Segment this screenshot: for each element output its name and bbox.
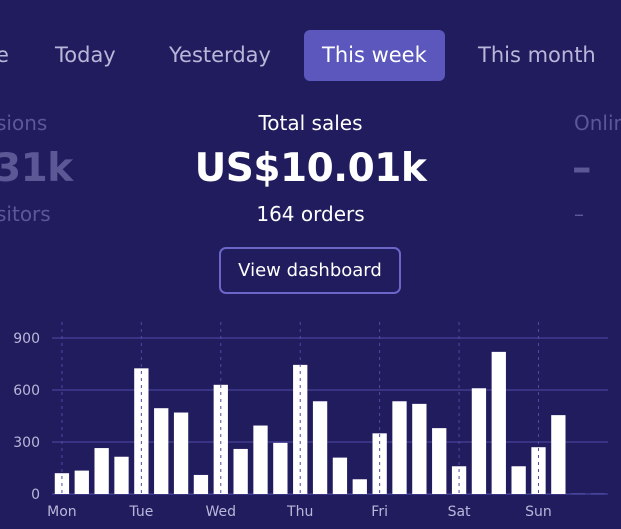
bar <box>74 470 89 494</box>
x-tick-label: Thu <box>286 504 313 520</box>
tab-yesterday[interactable]: Yesterday <box>169 43 271 67</box>
stat-left-value: 31k <box>0 146 73 191</box>
y-tick-label: 600 <box>13 383 40 399</box>
bar <box>134 368 149 494</box>
stat-right-value: – <box>572 146 592 191</box>
x-tick-label: Wed <box>206 504 237 520</box>
sales-bar-chart: 0 300 600 900 Mon Tue Wed Thu Fri Sat Sun <box>13 322 608 520</box>
bar <box>392 401 407 494</box>
bar <box>432 428 447 494</box>
bar <box>173 412 189 494</box>
bar <box>511 466 526 494</box>
bar <box>352 479 367 494</box>
stat-right-sub: – <box>574 202 584 226</box>
total-sales-label: Total sales <box>258 111 363 135</box>
stat-left-label: sions <box>0 111 48 135</box>
bar <box>253 425 268 494</box>
bar <box>471 388 487 494</box>
bar <box>94 448 109 494</box>
bar <box>590 493 606 495</box>
tab-this-week[interactable]: This week <box>304 30 445 81</box>
bar <box>412 403 427 494</box>
stat-left-sub: sitors <box>0 202 51 226</box>
bar <box>312 401 328 494</box>
bar <box>233 448 248 494</box>
x-tick-label: Sun <box>525 504 552 520</box>
y-tick-label: 0 <box>31 487 40 503</box>
x-tick-label: Mon <box>47 504 77 520</box>
view-dashboard-button[interactable]: View dashboard <box>219 247 401 294</box>
bar <box>154 408 169 494</box>
stat-right-label: Onlin <box>574 111 621 135</box>
tab-today[interactable]: Today <box>55 43 116 67</box>
bar <box>491 351 506 494</box>
tab-this-month[interactable]: This month <box>478 43 596 67</box>
orders-count: 164 orders <box>256 202 365 226</box>
bar <box>193 474 209 494</box>
tab-partial[interactable]: e <box>0 43 9 67</box>
x-tick-label: Tue <box>128 504 153 520</box>
bar <box>273 442 288 494</box>
x-tick-label: Sat <box>448 504 471 520</box>
bar <box>551 415 566 494</box>
bar <box>451 466 467 494</box>
y-tick-label: 300 <box>13 435 40 451</box>
bar <box>571 493 586 495</box>
bar <box>114 456 129 494</box>
x-tick-label: Fri <box>371 504 388 520</box>
total-sales-value: US$10.01k <box>194 146 427 191</box>
bar <box>332 457 348 494</box>
period-tabs: e Today Yesterday This week This month <box>0 30 621 81</box>
bar <box>213 384 228 494</box>
y-tick-label: 900 <box>13 331 40 347</box>
